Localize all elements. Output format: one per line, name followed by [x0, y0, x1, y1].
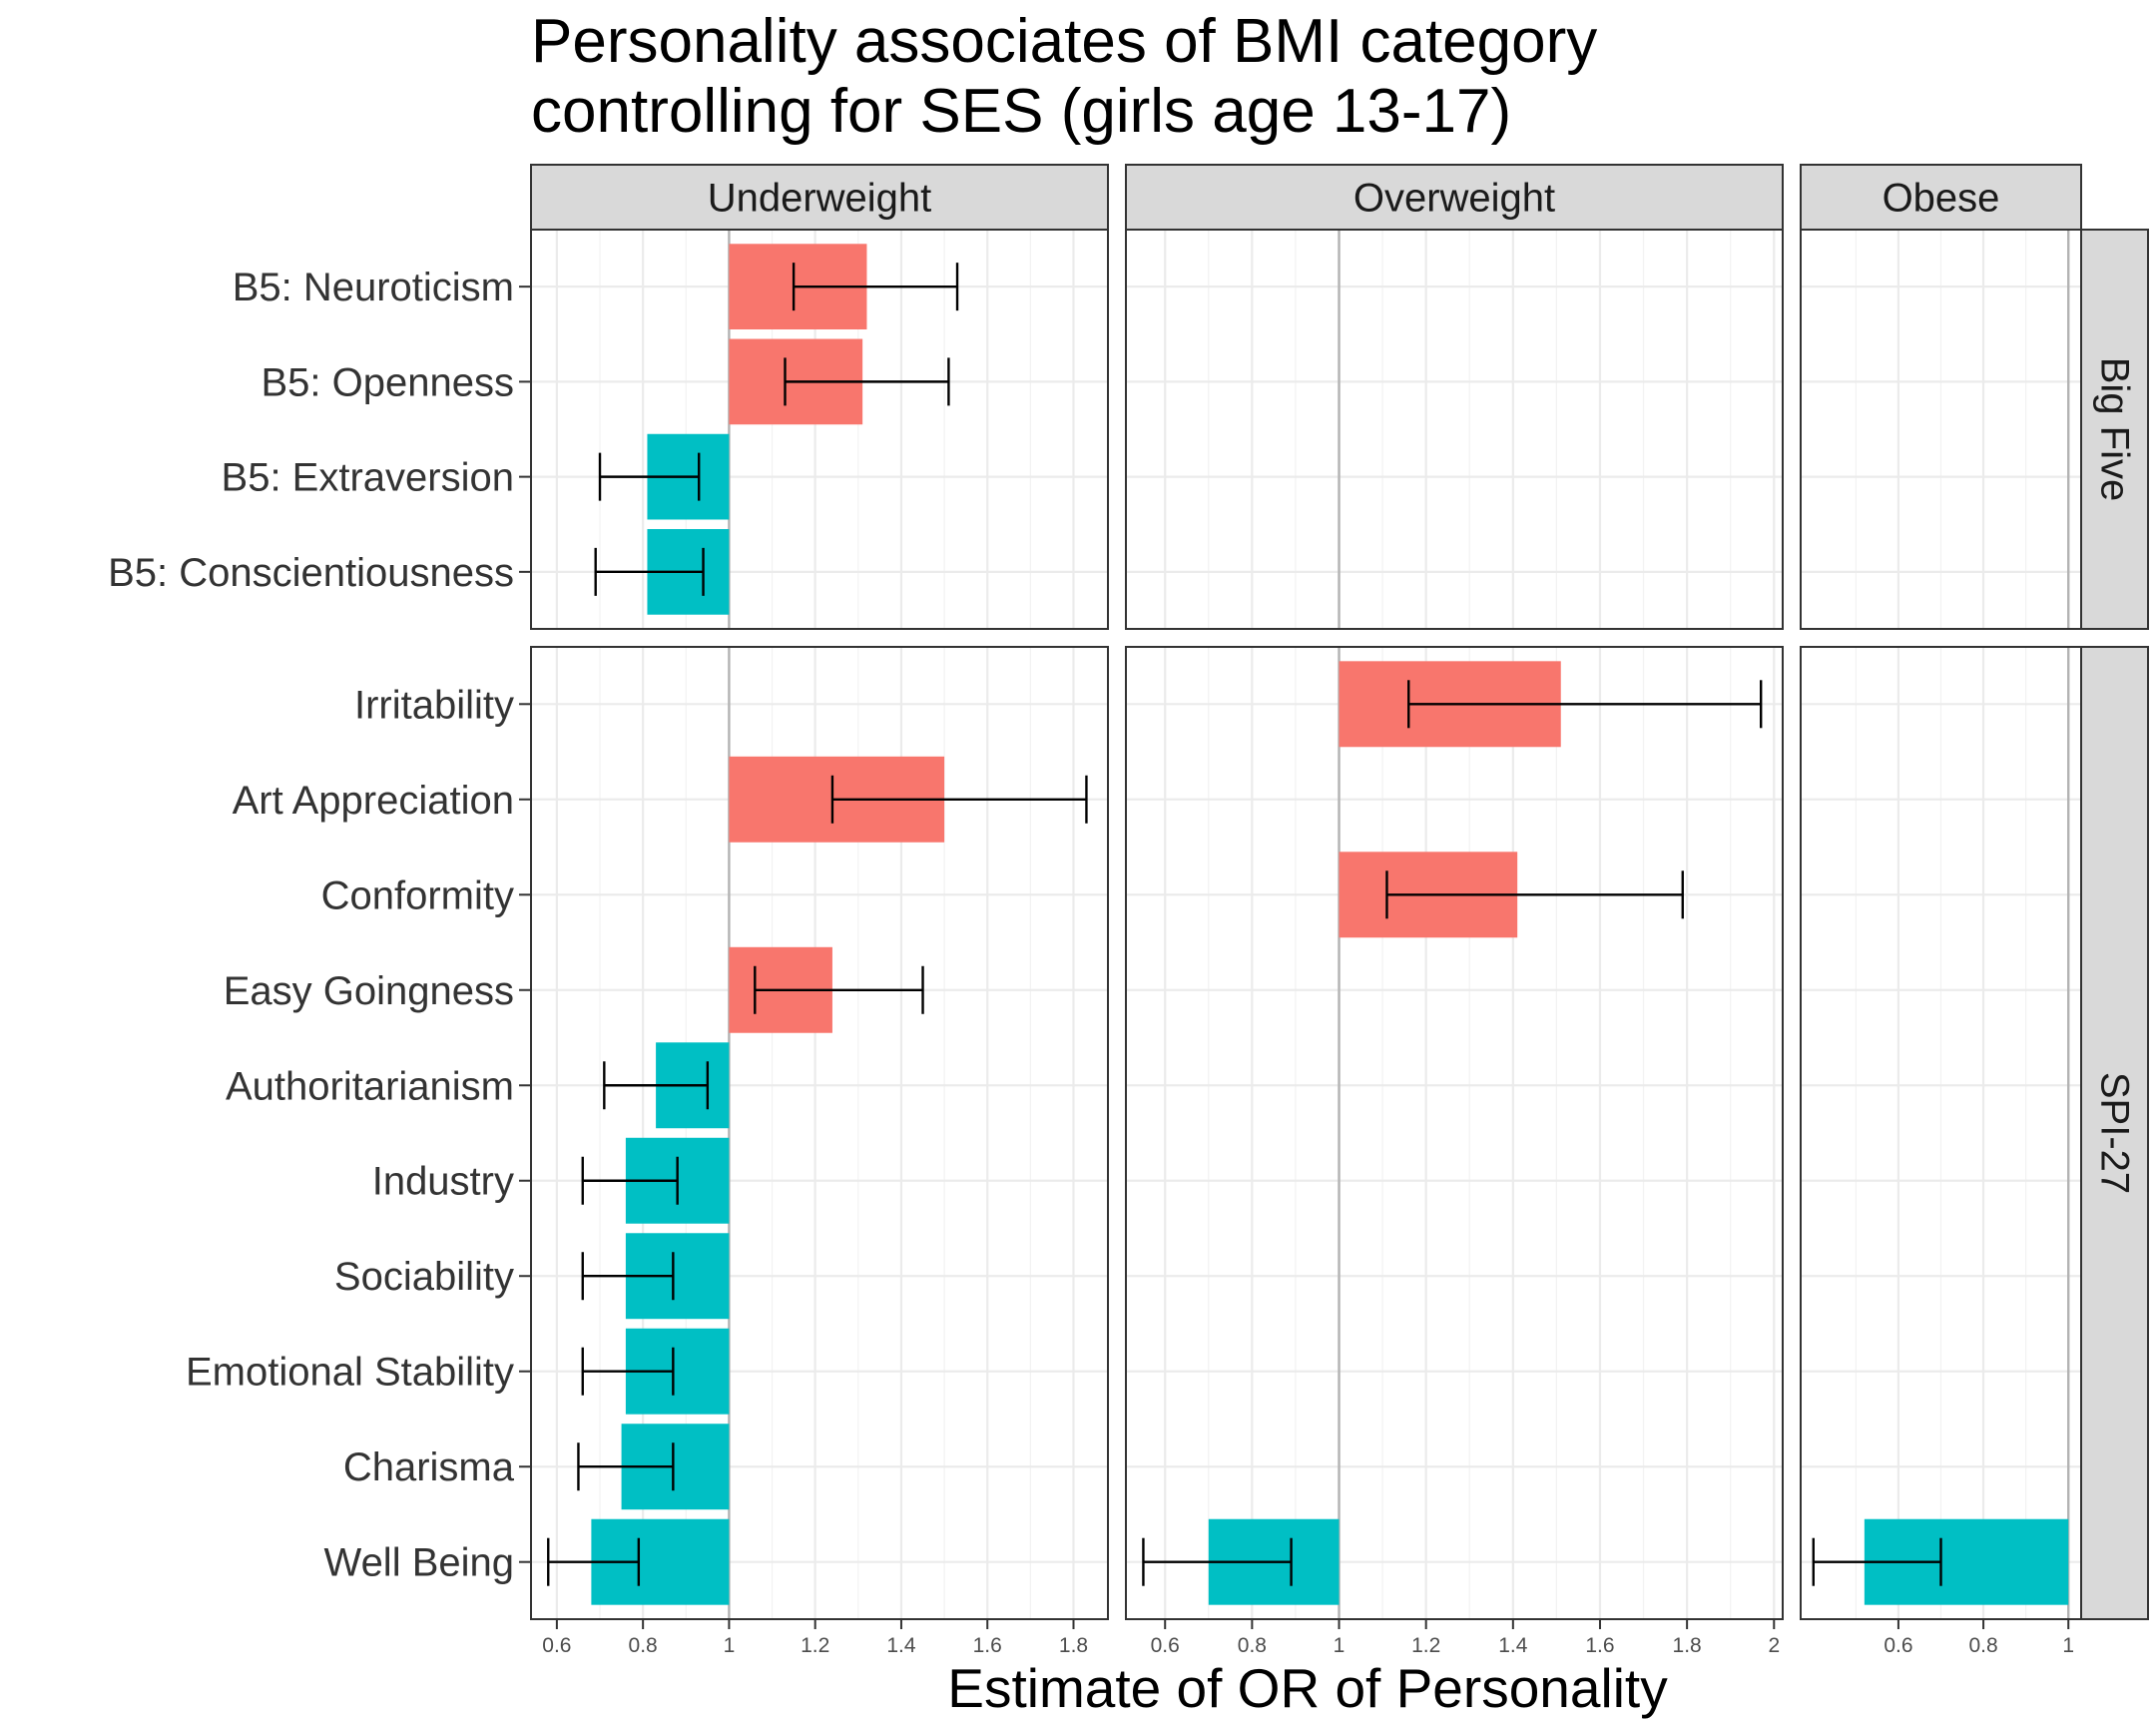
facet-panels: Underweight Overweight Obese Big Five SPI-27… — [108, 164, 2149, 1657]
panel-border — [1800, 229, 2082, 630]
errorbar-underweight-sociability — [581, 1252, 675, 1301]
x-tick-label: 0.8 — [1238, 1634, 1267, 1657]
errorbar-underweight-b5-extraversion — [598, 452, 701, 501]
strip-overweight — [1125, 164, 1784, 231]
y-tick-label-b5-extraversion: B5: Extraversion — [222, 456, 514, 500]
errorbar-underweight-charisma — [577, 1442, 675, 1491]
panel-obese-big-five — [1800, 229, 2082, 630]
strip-label-big-five: Big Five — [2093, 357, 2137, 502]
strip-underweight — [530, 164, 1109, 231]
y-tick-label-well-being: Well Being — [324, 1541, 514, 1585]
x-tick-label: 1 — [1334, 1634, 1346, 1657]
errorbar-underweight-art-appreciation — [830, 775, 1088, 824]
panel-border — [530, 229, 1109, 630]
errorbar-underweight-well-being — [547, 1537, 641, 1586]
panel-border — [1125, 646, 1784, 1620]
panel-background — [1126, 647, 1783, 1619]
panel-background — [1126, 230, 1783, 629]
y-tick-label-authoritarianism: Authoritarianism — [226, 1064, 514, 1108]
x-tick-label: 0.8 — [1968, 1634, 1997, 1657]
panel-border — [1125, 229, 1784, 630]
x-axis-label: Estimate of OR of Personality — [947, 1657, 1668, 1719]
y-tick-label-b5-conscientiousness: B5: Conscientiousness — [108, 551, 514, 595]
x-tick-label: 0.6 — [1151, 1634, 1180, 1657]
panel-underweight-spi-27 — [530, 646, 1109, 1620]
errorbar-underweight-b5-neuroticism — [792, 263, 959, 311]
y-tick-label-b5-openness: B5: Openness — [262, 360, 515, 404]
x-tick-label: 1.2 — [1411, 1634, 1440, 1657]
panel-overweight-big-five — [1125, 229, 1784, 630]
errorbar-overweight-irritability — [1407, 680, 1763, 729]
x-tick-label: 1.8 — [1673, 1634, 1702, 1657]
strip-obese — [1800, 164, 2082, 231]
x-tick-label: 1 — [2062, 1634, 2074, 1657]
errorbar-underweight-easy-goingness — [754, 965, 924, 1014]
errorbar-underweight-industry — [581, 1156, 679, 1205]
x-tick-label: 0.6 — [542, 1634, 571, 1657]
strip-label-spi-27: SPI-27 — [2093, 1072, 2137, 1194]
errorbar-underweight-authoritarianism — [603, 1061, 710, 1110]
strip-spi-27 — [2080, 646, 2149, 1620]
x-tick-label: 1.4 — [886, 1634, 916, 1657]
panel-overweight-spi-27 — [1125, 646, 1784, 1620]
y-tick-label-b5-neuroticism: B5: Neuroticism — [233, 266, 514, 309]
panel-border — [1800, 646, 2082, 1620]
errorbar-underweight-emotional-stability — [581, 1347, 675, 1396]
y-tick-label-easy-goingness: Easy Goingness — [224, 969, 514, 1013]
panel-obese-spi-27 — [1800, 646, 2082, 1620]
errorbar-underweight-b5-openness — [784, 357, 950, 406]
y-tick-label-industry: Industry — [372, 1160, 514, 1204]
y-tick-label-conformity: Conformity — [321, 873, 514, 917]
errorbar-overweight-conformity — [1385, 870, 1684, 919]
x-tick-label: 1.2 — [801, 1634, 829, 1657]
strip-label-overweight: Overweight — [1353, 177, 1555, 221]
y-tick-label-art-appreciation: Art Appreciation — [233, 779, 514, 823]
x-tick-label: 0.8 — [629, 1634, 658, 1657]
chart-title: Personality associates of BMI category co… — [531, 7, 1597, 146]
y-tick-label-charisma: Charisma — [343, 1445, 515, 1489]
x-tick-label: 1.6 — [1585, 1634, 1614, 1657]
strip-big-five — [2080, 229, 2149, 630]
panel-underweight-big-five — [530, 229, 1109, 630]
x-tick-label: 2 — [1768, 1634, 1780, 1657]
y-tick-label-sociability: Sociability — [334, 1255, 514, 1299]
x-tick-label: 0.6 — [1884, 1634, 1912, 1657]
chart-title-line: controlling for SES (girls age 13-17) — [531, 77, 1511, 146]
x-tick-label: 1.6 — [973, 1634, 1002, 1657]
panel-border — [530, 646, 1109, 1620]
y-tick-label-emotional-stability: Emotional Stability — [186, 1351, 514, 1395]
errorbar-overweight-well-being — [1142, 1537, 1293, 1586]
x-tick-label: 1.8 — [1059, 1634, 1088, 1657]
y-tick-label-irritability: Irritability — [354, 683, 514, 727]
strip-label-underweight: Underweight — [708, 177, 932, 221]
x-tick-label: 1 — [724, 1634, 736, 1657]
strip-label-obese: Obese — [1883, 177, 2000, 221]
chart-title-line: Personality associates of BMI category — [531, 7, 1597, 76]
x-tick-label: 1.4 — [1498, 1634, 1528, 1657]
errorbar-obese-well-being — [1812, 1537, 1942, 1586]
errorbar-underweight-b5-conscientiousness — [594, 547, 705, 596]
